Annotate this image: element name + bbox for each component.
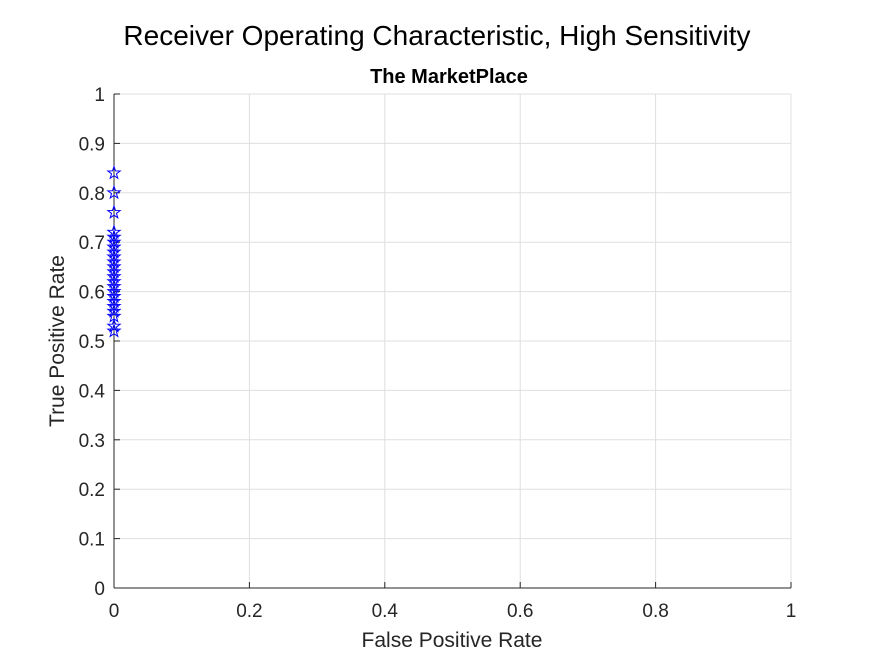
y-tick-label: 1 [94,85,105,106]
y-tick-label: 0.1 [79,530,105,551]
data-point-star [106,323,122,338]
data-point-star [106,204,122,220]
y-tick-label: 0.4 [79,381,106,402]
data-point-star [106,165,122,180]
y-tick-label: 0.8 [79,184,105,205]
y-axis-label: True Positive Rate [46,255,69,427]
figure-title: Receiver Operating Characteristic, High … [123,20,750,51]
x-tick-label: 0.2 [236,601,262,622]
y-tick-label: 0.6 [79,283,105,304]
y-tick-label: 0.7 [79,233,105,254]
y-tick-label: 0.3 [79,431,105,452]
data-point-star [106,318,122,333]
data-point-star [106,184,122,200]
x-axis-label: False Positive Rate [362,629,543,652]
axes-title: The MarketPlace [370,66,528,88]
y-tick-label: 0.2 [79,480,105,501]
x-tick-label: 0 [109,601,120,622]
grid-lines [113,93,792,589]
data-point-star [106,303,122,318]
x-tick-label: 1 [786,601,797,622]
x-tick-label: 0.6 [507,601,533,622]
y-tick-label: 0.9 [79,134,105,155]
y-tick-label: 0.5 [79,332,105,353]
y-axis-ticks: 0 0.1 0.2 0.3 0.4 0.5 0.6 0.7 0.8 0.9 1 [79,85,120,600]
x-axis-ticks: 0 0.2 0.4 0.6 0.8 1 [109,582,797,622]
x-tick-label: 0.8 [642,601,668,622]
data-markers [106,165,122,338]
x-tick-label: 0.4 [372,601,399,622]
y-tick-label: 0 [94,579,105,600]
